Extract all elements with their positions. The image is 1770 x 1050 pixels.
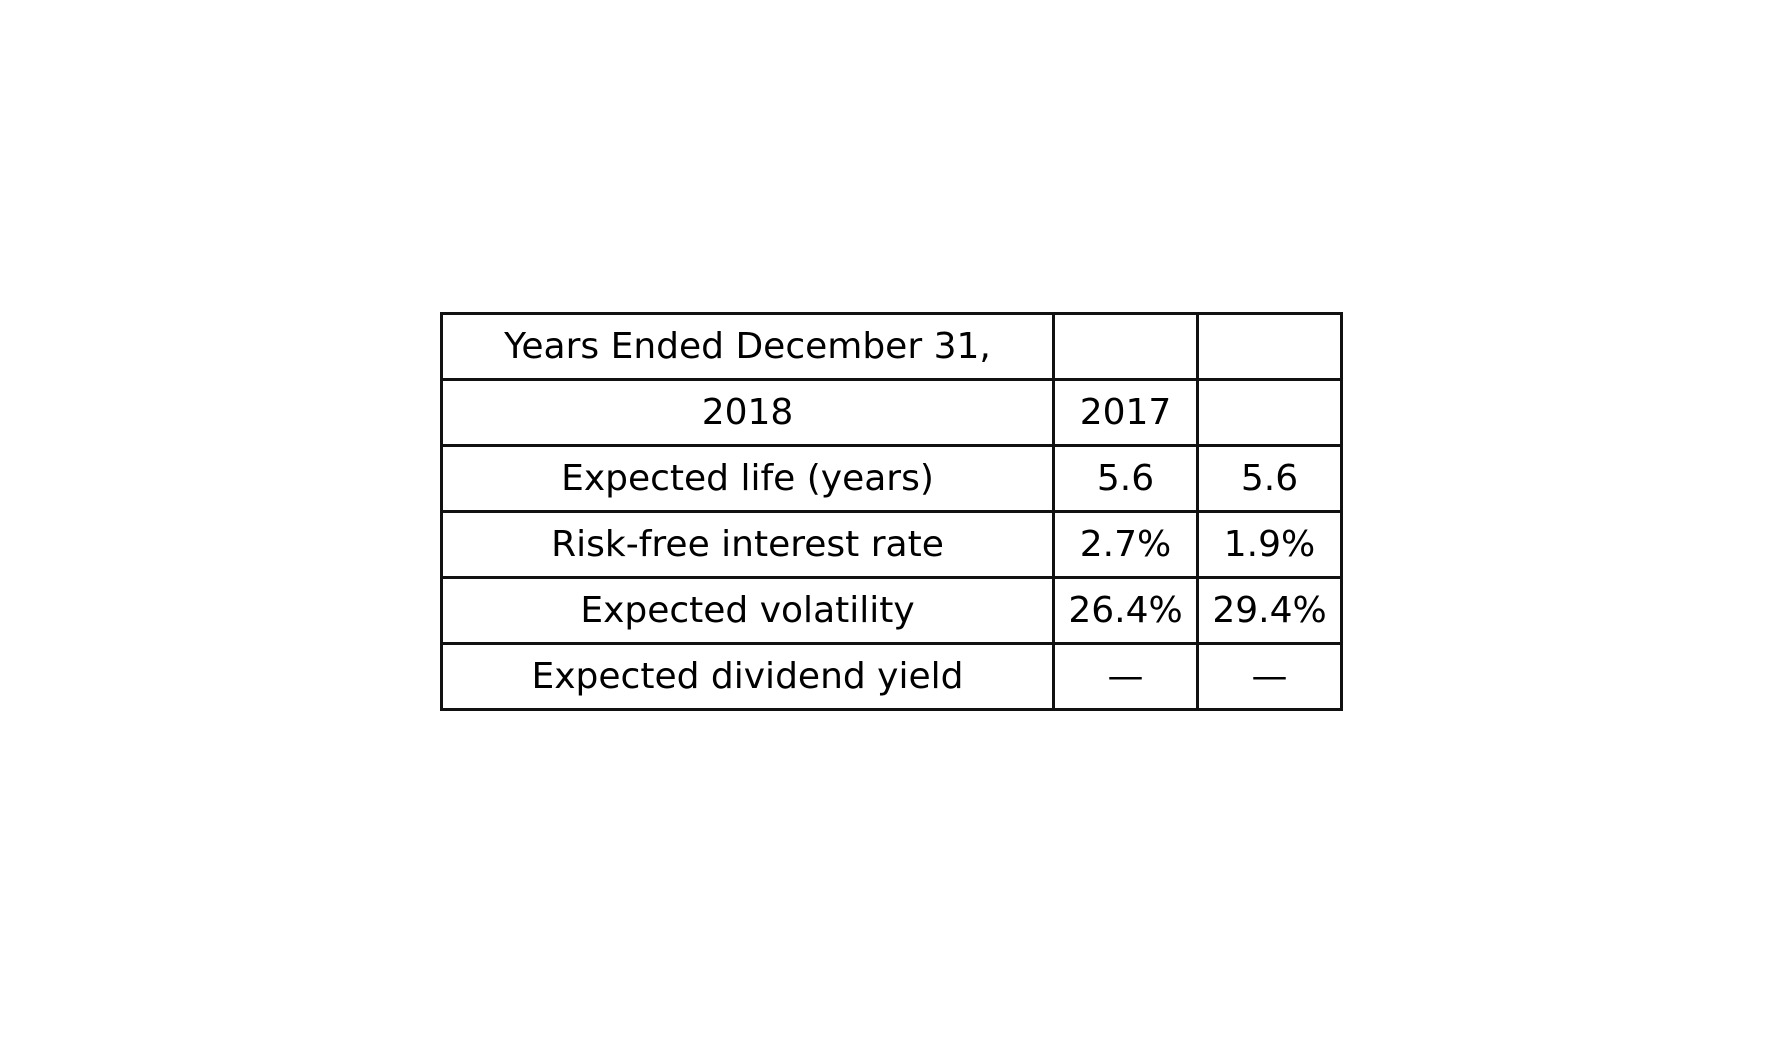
table-cell: 2.7% bbox=[1052, 510, 1199, 579]
table-row-expected-life: Expected life (years) 5.6 5.6 bbox=[440, 444, 1343, 513]
table-cell: 2018 bbox=[440, 378, 1055, 447]
table-cell: 1.9% bbox=[1196, 510, 1343, 579]
table-cell: Years Ended December 31, bbox=[440, 312, 1055, 381]
table-row-dividend-yield: Expected dividend yield — — bbox=[440, 642, 1343, 711]
table-cell: Risk-free interest rate bbox=[440, 510, 1055, 579]
table-cell bbox=[1196, 378, 1343, 447]
table-row-risk-free-rate: Risk-free interest rate 2.7% 1.9% bbox=[440, 510, 1343, 579]
table-cell: — bbox=[1196, 642, 1343, 711]
table-cell: 2017 bbox=[1052, 378, 1199, 447]
table-cell: Expected dividend yield bbox=[440, 642, 1055, 711]
table-cell: 5.6 bbox=[1196, 444, 1343, 513]
table-row-header-years: Years Ended December 31, bbox=[440, 312, 1343, 381]
assumptions-table: Years Ended December 31, 2018 2017 Expec… bbox=[440, 312, 1343, 711]
table-cell bbox=[1196, 312, 1343, 381]
table-cell bbox=[1052, 312, 1199, 381]
table-cell: Expected volatility bbox=[440, 576, 1055, 645]
table-container: Years Ended December 31, 2018 2017 Expec… bbox=[440, 312, 1343, 711]
table-cell: 26.4% bbox=[1052, 576, 1199, 645]
table-cell: Expected life (years) bbox=[440, 444, 1055, 513]
table-row-expected-volatility: Expected volatility 26.4% 29.4% bbox=[440, 576, 1343, 645]
table-cell: 29.4% bbox=[1196, 576, 1343, 645]
table-cell: 5.6 bbox=[1052, 444, 1199, 513]
table-cell: — bbox=[1052, 642, 1199, 711]
table-row-header-year-values: 2018 2017 bbox=[440, 378, 1343, 447]
